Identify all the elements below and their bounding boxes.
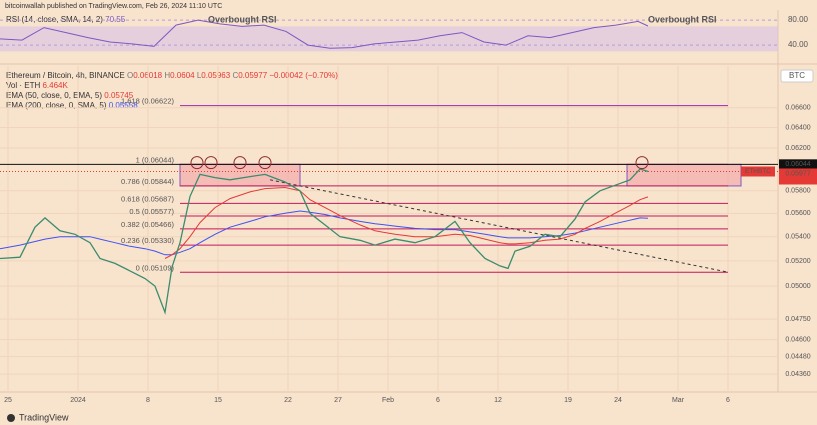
y-tick-label: 0.04600 (785, 337, 810, 344)
y-tick-label: 0.06600 (785, 105, 810, 112)
circle-marker (635, 156, 649, 170)
rsi-legend: RSI (14, close, SMA, 14, 2) 70.55 (6, 15, 126, 24)
fib-label: 0.382 (0.05466) (121, 220, 174, 229)
quote-key: O (127, 71, 133, 80)
x-tick-label: 2024 (70, 397, 86, 404)
quote-value: 0.05977 (238, 71, 267, 80)
y-tick-label: 0.05800 (785, 188, 810, 195)
fib-label: 0 (0.05109) (136, 263, 175, 272)
quote-key: L (197, 71, 202, 80)
brand: TradingView (19, 412, 69, 422)
x-tick-label: 12 (494, 397, 502, 404)
x-tick-label: Feb (382, 397, 394, 404)
author: bitcoinwallah published on TradingView.c… (5, 3, 222, 10)
annotation: Overbought RSI (648, 14, 717, 24)
y-tick-label: 0.05400 (785, 234, 810, 241)
price-tag (779, 159, 817, 170)
symbol-tag (741, 166, 775, 177)
x-tick-label: 22 (284, 397, 292, 404)
fib-label: 0.5 (0.05577) (129, 207, 174, 216)
x-tick-label: 15 (214, 397, 222, 404)
x-tick-label: 6 (436, 397, 440, 404)
ema-legend: EMA (50, close, 0, EMA, 5) 0.05745 (6, 91, 134, 100)
annotation: Overbought RSI (208, 14, 277, 24)
fib-label: 0.786 (0.05844) (121, 177, 174, 186)
circle-marker (190, 156, 204, 170)
y-tick-label: 0.05200 (785, 258, 810, 265)
series-line (164, 186, 649, 259)
x-tick-label: Mar (672, 397, 685, 404)
fib-label: 1 (0.06044) (136, 155, 175, 164)
ema-name: EMA (200, close, 0, SMA, 5) (6, 101, 107, 110)
quote-value: 0.05963 (201, 71, 230, 80)
zone (626, 163, 742, 187)
quote-key: H (164, 71, 170, 80)
fib-label: 0.236 (0.05330) (121, 236, 174, 245)
rsi-value: 70.55 (105, 15, 126, 24)
series-line (0, 19, 649, 49)
volume-legend: Vol · ETH 6.464K (6, 81, 68, 90)
symbol: Ethereum / Bitcoin, 4h, BINANCE (6, 71, 125, 80)
x-tick-label: 8 (146, 397, 150, 404)
change: −0.00042 (−0.70%) (269, 71, 338, 80)
ema-value: 0.05558 (109, 101, 138, 110)
volume-value: 6.464K (42, 81, 68, 90)
x-tick-label: 27 (334, 397, 342, 404)
y-tick-label: 80.00 (788, 15, 809, 24)
circle-marker (233, 156, 247, 170)
y-tick-label: 0.04480 (785, 354, 810, 361)
currency-box (780, 69, 814, 83)
price-tag-label: 0.06044 (785, 161, 810, 168)
rsi-title: RSI (14, close, SMA, 14, 2) (6, 15, 103, 24)
last-price-tag (779, 168, 817, 185)
ema-name: EMA (50, close, 0, EMA, 5) (6, 91, 102, 100)
y-tick-label: 0.05000 (785, 283, 810, 290)
logo (7, 414, 15, 422)
currency: BTC (789, 71, 805, 80)
ema-value: 0.05745 (104, 91, 133, 100)
x-tick-label: 6 (726, 397, 730, 404)
fib-label: 1.618 (0.06622) (121, 97, 174, 106)
symbol-tag-label: ETHBTC (745, 168, 771, 175)
circle-marker (258, 156, 272, 170)
ema-legend: EMA (200, close, 0, SMA, 5) 0.05558 (6, 101, 138, 110)
quote-value: 0.0604 (170, 71, 195, 80)
x-tick-label: 24 (614, 397, 622, 404)
y-tick-label: 40.00 (788, 40, 809, 49)
y-tick-label: 0.06400 (785, 124, 810, 131)
y-tick-label: 0.04360 (785, 371, 810, 378)
last-price-label: 0.05977 (785, 170, 810, 177)
y-tick-label: 0.05600 (785, 210, 810, 217)
y-tick-label: 0.06200 (785, 145, 810, 152)
x-tick-label: 25 (4, 397, 12, 404)
x-tick-label: 19 (564, 397, 572, 404)
quote-key: C (232, 71, 238, 80)
circle-marker (204, 156, 218, 170)
volume-name: Vol · ETH (6, 81, 40, 90)
series-line (0, 168, 649, 315)
fib-label: 0.618 (0.05687) (121, 194, 174, 203)
rsi-band (0, 26, 778, 52)
y-tick-label: 0.04750 (785, 316, 810, 323)
